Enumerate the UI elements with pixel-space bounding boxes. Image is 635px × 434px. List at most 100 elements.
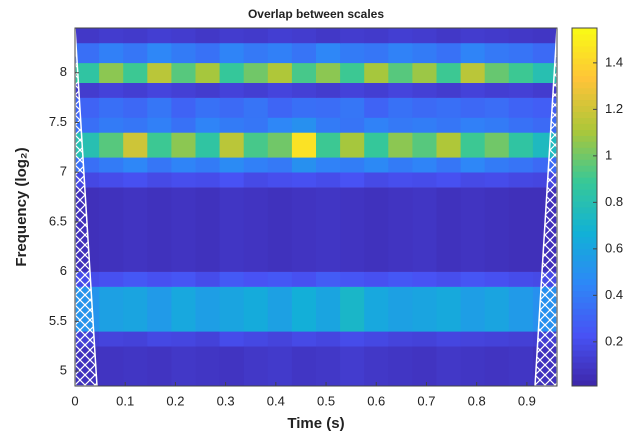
colorbar-swatch <box>572 87 597 95</box>
heatmap-cell <box>171 28 196 44</box>
heatmap-cell <box>171 42 196 64</box>
colorbar-swatch <box>572 45 597 53</box>
heatmap-cell <box>388 331 413 347</box>
heatmap-cell <box>267 172 293 188</box>
heatmap-cell <box>195 271 221 287</box>
heatmap-cell <box>243 28 269 44</box>
heatmap-cell <box>436 82 462 98</box>
heatmap-cell <box>436 42 462 64</box>
heatmap-cell <box>316 331 341 347</box>
colorbar-swatch <box>572 195 597 202</box>
heatmap-cell <box>147 331 172 347</box>
heatmap-cell <box>388 62 413 83</box>
colorbar-frame <box>571 27 598 387</box>
heatmap-cell <box>195 97 221 118</box>
heatmap-cell <box>171 331 196 347</box>
heatmap-cell <box>291 331 317 347</box>
heatmap-cell <box>484 346 510 387</box>
heatmap-cell <box>508 62 534 83</box>
colorbar-tick-label: 0.2 <box>605 333 623 348</box>
colorbar-swatch <box>572 380 597 387</box>
x-tick-label: 0.4 <box>267 393 285 408</box>
colorbar-swatch <box>572 57 597 65</box>
colorbar-swatch <box>572 28 597 35</box>
heatmap-cell <box>412 271 437 287</box>
heatmap-cell <box>243 82 269 98</box>
heatmap-cell <box>219 187 245 272</box>
heatmap-cell <box>364 62 389 83</box>
colorbar-swatch <box>572 212 597 220</box>
heatmap-cell <box>484 28 510 44</box>
heatmap-cell <box>364 331 389 347</box>
heatmap-cell <box>436 117 462 133</box>
heatmap-cell <box>460 42 486 64</box>
heatmap-cell <box>123 117 148 133</box>
colorbar-tick-label: 0.4 <box>605 287 623 302</box>
heatmap-cell <box>316 117 341 133</box>
heatmap-cell <box>291 132 317 158</box>
heatmap-cell <box>412 97 437 118</box>
colorbar-swatch <box>572 141 597 148</box>
colorbar-swatch <box>572 201 597 208</box>
heatmap-cell <box>436 331 462 347</box>
colorbar-swatch <box>572 230 597 238</box>
heatmap-cell <box>267 117 293 133</box>
colorbar-swatch <box>572 308 597 315</box>
colorbar-swatch <box>572 111 597 118</box>
heatmap-cell <box>195 346 221 387</box>
heatmap-cell <box>412 346 437 387</box>
heatmap-cell <box>412 62 437 83</box>
heatmap-cell <box>340 62 365 83</box>
heatmap-cell <box>147 132 172 158</box>
heatmap-cell <box>388 172 413 188</box>
heatmap-cell <box>508 97 534 118</box>
heatmap-cell <box>147 62 172 83</box>
heatmap-cell <box>75 62 100 83</box>
heatmap-cell <box>171 62 196 83</box>
colorbar-swatch <box>572 99 597 107</box>
heatmap-cell <box>99 172 124 188</box>
heatmap-cell <box>123 42 148 64</box>
heatmap-cell <box>195 187 221 272</box>
heatmap-cell <box>436 187 462 272</box>
heatmap-cell <box>436 62 462 83</box>
heatmap-cell <box>243 117 269 133</box>
heatmap-cell <box>388 28 413 44</box>
heatmap-cell <box>340 117 365 133</box>
x-tick-label: 0.2 <box>166 393 184 408</box>
heatmap-cell <box>316 28 341 44</box>
heatmap-cell <box>147 97 172 118</box>
heatmap-cell <box>267 346 293 387</box>
heatmap-cell <box>388 157 413 173</box>
heatmap-cell <box>484 157 510 173</box>
heatmap-cell <box>147 82 172 98</box>
heatmap-cell <box>436 172 462 188</box>
heatmap-cell <box>99 117 124 133</box>
heatmap-cell <box>147 187 172 272</box>
heatmap-cell <box>436 132 462 158</box>
heatmap-cell <box>243 286 269 332</box>
heatmap-cell <box>508 117 534 133</box>
heatmap-cell <box>364 157 389 173</box>
heatmap-cell <box>99 42 124 64</box>
heatmap-cell <box>99 157 124 173</box>
heatmap-cell <box>340 28 365 44</box>
colorbar-swatch <box>572 165 597 172</box>
heatmap-cell <box>195 117 221 133</box>
heatmap-cell <box>147 172 172 188</box>
heatmap-cell <box>171 97 196 118</box>
heatmap-cell <box>364 132 389 158</box>
y-tick-label: 7.5 <box>49 114 67 129</box>
heatmap-cell <box>219 132 245 158</box>
heatmap-cell <box>484 187 510 272</box>
heatmap-cell <box>484 172 510 188</box>
heatmap-cell <box>267 97 293 118</box>
heatmap-cell <box>412 28 437 44</box>
heatmap-cell <box>219 82 245 98</box>
heatmap-cell <box>243 62 269 83</box>
heatmap-cell <box>99 97 124 118</box>
heatmap-cell <box>291 82 317 98</box>
heatmap-cell <box>460 82 486 98</box>
heatmap-cell <box>460 187 486 272</box>
